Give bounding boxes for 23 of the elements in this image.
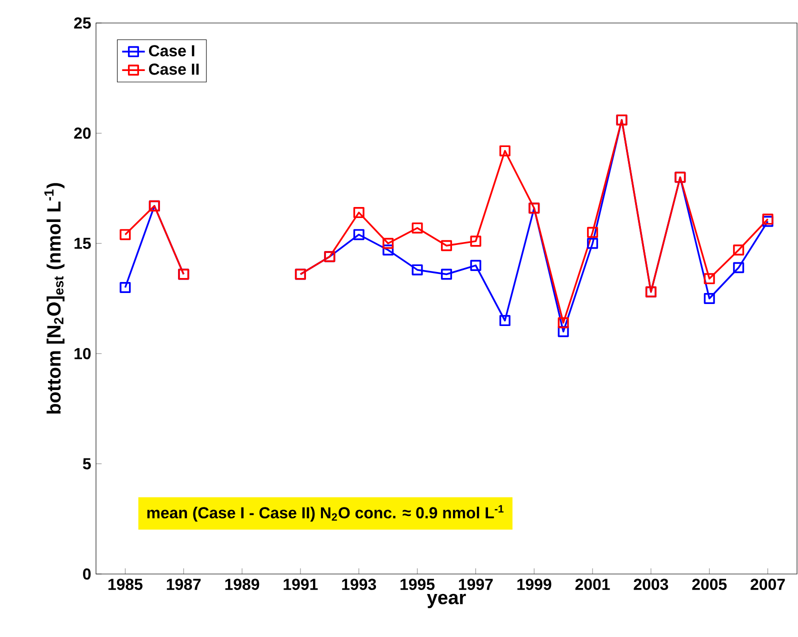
- annotation: mean (Case I - Case II) N$_{2}$O conc. ≈ 0.9 nmol L$^{-1}$: [147, 505, 504, 522]
- x-tick-label: 1989: [225, 578, 260, 590]
- x-tick-label: 1985: [108, 578, 142, 590]
- x-tick-label: 1987: [166, 578, 201, 590]
- x-tick-label: 2007: [750, 578, 785, 590]
- x-tick-label: 2001: [575, 578, 610, 590]
- x-tick-label: 1991: [284, 578, 318, 590]
- legend-label: Case I: [148, 45, 194, 56]
- x-tick-label: 2005: [692, 578, 727, 590]
- y-tick-label: 5: [82, 458, 91, 470]
- y-tick-label: 20: [74, 128, 91, 139]
- x-tick-label: 1993: [342, 578, 376, 590]
- x-tick-label: 1999: [517, 578, 552, 590]
- x-tick-label: 2003: [634, 578, 668, 590]
- x-tick-label: 1997: [458, 578, 493, 590]
- y-tick-label: 25: [74, 17, 91, 29]
- x-tick-label: 1995: [400, 578, 435, 590]
- y-tick-label: 15: [74, 238, 91, 249]
- y-axis-title: bottom [N$_{2}$O]$_{est}$ (nmol L$^{-1}$): [44, 183, 64, 414]
- x-axis-title: year: [426, 594, 466, 608]
- y-tick-label: 10: [74, 348, 91, 360]
- legend-label: Case II: [148, 64, 199, 75]
- y-tick-label: 0: [83, 568, 91, 580]
